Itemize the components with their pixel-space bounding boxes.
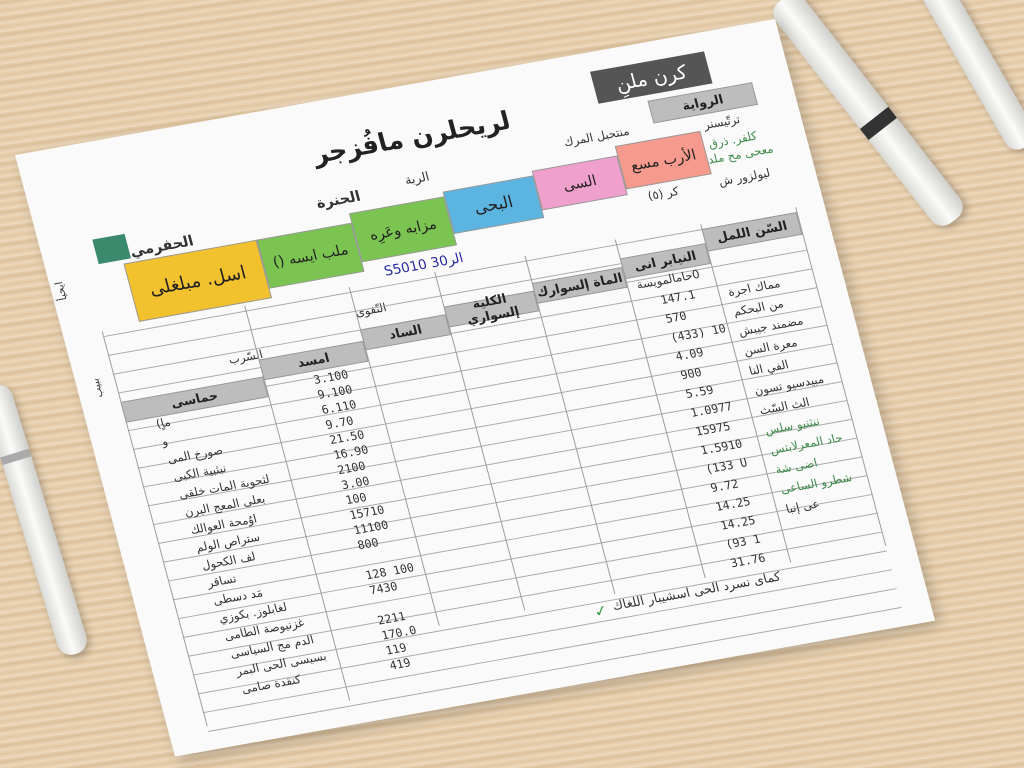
list-value: 100 (344, 490, 369, 508)
top-label: الربة (403, 169, 432, 189)
color-cell-salmon: الأرب مسع (614, 130, 712, 190)
list-value: 419 (388, 655, 413, 673)
check-icon: ✓ (592, 600, 610, 622)
list-value: 15975 (694, 419, 732, 439)
spreadsheet-printout: لريحلرن مافُزجر كرن ملنِ الحفرمي الحنرة … (15, 19, 935, 757)
column-header: الماة إلسوارك (531, 266, 628, 304)
list-value: 1.0977 (689, 399, 734, 420)
list-item: شطرو الساعى (779, 470, 854, 497)
misc-label: كر (٥) (646, 184, 681, 203)
side-mark: ايحيأ (52, 280, 70, 302)
list-value: 900 (679, 365, 704, 383)
list-value: 147.1 (659, 287, 697, 307)
list-value: 1.5910 (699, 436, 744, 458)
list-value: 4.09 (674, 345, 705, 364)
list-value: 7430 (368, 579, 399, 598)
side-mark: ببيب (88, 377, 106, 399)
list-value: 14.25 (714, 494, 752, 514)
column-header: الساد (360, 314, 451, 351)
pen-band (0, 448, 32, 466)
info-item: ليولزور ش (717, 165, 772, 189)
list-item: عى إنبا (784, 496, 821, 516)
pen-left (0, 381, 91, 659)
column-header: حماسى (120, 376, 269, 423)
color-cell-blue: البحى (442, 175, 545, 234)
list-value: 14.25 (719, 513, 757, 533)
list-value: (93 1 (724, 532, 762, 552)
list-value: 5.59 (684, 382, 715, 401)
info-item: ترتّيسنر (702, 112, 742, 132)
color-cell-green: ملب ايسه () (256, 222, 365, 289)
list-value: (133 U (704, 455, 749, 477)
grid-row-line (208, 606, 902, 732)
list-value: 3.00 (340, 474, 371, 493)
pen-top-right-2 (912, 0, 1024, 155)
list-value: 800 (356, 535, 381, 553)
grid-row-line (198, 569, 892, 695)
list-item: تساقر (205, 571, 238, 590)
list-value: 570 (664, 308, 689, 326)
color-cell-green: مزابه وعَرِه (349, 196, 457, 263)
top-label: الحنرة (314, 187, 363, 212)
list-item: الث السّث (758, 395, 811, 418)
grid-row-line (203, 588, 897, 714)
list-value: 119 (384, 640, 409, 658)
sheet-title: لريحلرن مافُزجر (310, 106, 514, 170)
list-item: اضى شة (773, 455, 819, 477)
column-header: السّن اللمل (701, 212, 803, 252)
green-square-marker (92, 233, 132, 265)
color-cell-pink: السى (531, 155, 628, 211)
list-value: 31.76 (729, 550, 767, 571)
list-item: و (160, 434, 170, 449)
list-item: ننثنيو سلس (763, 414, 822, 438)
column-header: الكلية إلسواري (443, 290, 540, 328)
list-value: (433) 10 (669, 321, 728, 345)
list-value: 9.72 (709, 476, 740, 495)
pen-band (859, 106, 897, 140)
list-item: ماٍ) (154, 415, 173, 431)
list-item: من البحكم (731, 296, 785, 319)
